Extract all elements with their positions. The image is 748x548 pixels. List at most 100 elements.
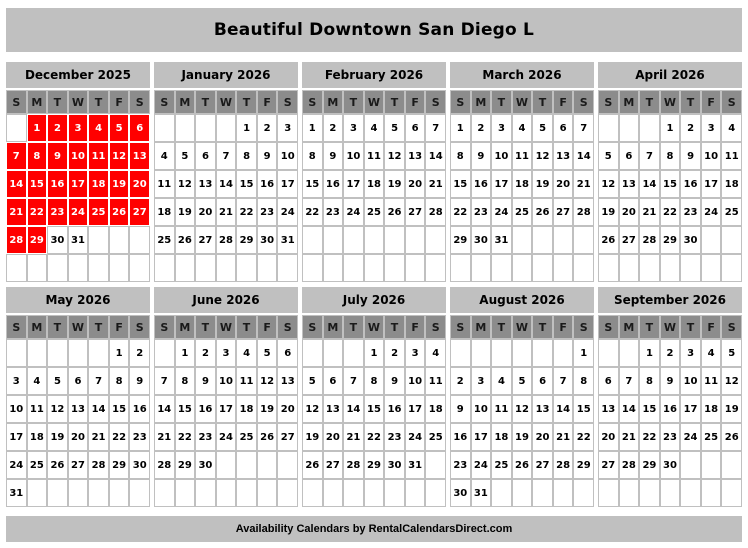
date-cell: 29 bbox=[174, 451, 196, 479]
date-cell: 23 bbox=[680, 198, 701, 226]
weekday-header-cell: W bbox=[659, 90, 681, 114]
empty-date-cell bbox=[618, 479, 640, 507]
date-cell: 25 bbox=[721, 198, 742, 226]
date-cell: 1 bbox=[302, 114, 323, 142]
empty-date-cell bbox=[721, 226, 742, 254]
empty-date-cell bbox=[573, 254, 594, 282]
booked-date-cell: 8 bbox=[26, 142, 48, 170]
date-cell: 29 bbox=[450, 226, 471, 254]
date-cell: 6 bbox=[404, 114, 426, 142]
date-cell: 14 bbox=[639, 170, 660, 198]
date-cell: 17 bbox=[491, 170, 512, 198]
weekday-header-cell: W bbox=[215, 315, 237, 339]
date-cell: 30 bbox=[384, 451, 405, 479]
empty-date-cell bbox=[680, 479, 701, 507]
date-cell: 12 bbox=[598, 170, 619, 198]
empty-date-cell bbox=[215, 451, 237, 479]
date-cell: 29 bbox=[108, 451, 130, 479]
date-cell: 18 bbox=[363, 170, 385, 198]
date-cell: 19 bbox=[302, 423, 323, 451]
date-cell: 17 bbox=[404, 395, 426, 423]
booked-date-cell: 27 bbox=[129, 198, 150, 226]
weekday-header-cell: S bbox=[129, 90, 150, 114]
date-cell: 11 bbox=[26, 395, 48, 423]
month-calendar: August 2026 S M T W T F S 1 2 3 4 5 6 7 8 9 10 11 12 13 14 15 1… bbox=[450, 287, 594, 507]
empty-date-cell bbox=[26, 479, 48, 507]
date-cell: 8 bbox=[363, 367, 385, 395]
date-cell: 10 bbox=[491, 142, 512, 170]
empty-date-cell bbox=[511, 226, 533, 254]
date-cell: 18 bbox=[26, 423, 48, 451]
date-cell: 25 bbox=[363, 198, 385, 226]
date-cell: 3 bbox=[404, 339, 426, 367]
empty-date-cell bbox=[425, 479, 446, 507]
weekday-header-cell: F bbox=[108, 90, 130, 114]
month-title: March 2026 bbox=[450, 62, 594, 88]
date-cell: 9 bbox=[256, 142, 278, 170]
month-title: April 2026 bbox=[598, 62, 742, 88]
empty-date-cell bbox=[639, 479, 660, 507]
weekday-header-cell: F bbox=[256, 90, 278, 114]
date-cell: 10 bbox=[343, 142, 364, 170]
date-cell: 17 bbox=[277, 170, 298, 198]
date-cell: 1 bbox=[363, 339, 385, 367]
empty-date-cell bbox=[129, 226, 150, 254]
date-cell: 3 bbox=[215, 339, 237, 367]
month-calendar: March 2026 S M T W T F S 1 2 3 4 5 6 7 8 9 10 11 12 13 14 15 16… bbox=[450, 62, 594, 282]
booked-date-cell: 6 bbox=[129, 114, 150, 142]
date-cell: 27 bbox=[552, 198, 574, 226]
empty-date-cell bbox=[425, 226, 446, 254]
date-cell: 19 bbox=[384, 170, 405, 198]
empty-date-cell bbox=[470, 339, 492, 367]
empty-date-cell bbox=[67, 479, 89, 507]
date-cell: 2 bbox=[256, 114, 278, 142]
empty-date-cell bbox=[215, 479, 237, 507]
empty-date-cell bbox=[532, 226, 553, 254]
weekday-header-cell: F bbox=[552, 90, 574, 114]
date-cell: 9 bbox=[195, 367, 216, 395]
date-cell: 19 bbox=[256, 395, 278, 423]
date-cell: 9 bbox=[450, 395, 471, 423]
date-cell: 29 bbox=[363, 451, 385, 479]
empty-date-cell bbox=[450, 339, 471, 367]
date-cell: 31 bbox=[6, 479, 27, 507]
date-cell: 16 bbox=[680, 170, 701, 198]
empty-date-cell bbox=[47, 339, 68, 367]
date-cell: 11 bbox=[700, 367, 722, 395]
booked-date-cell: 1 bbox=[26, 114, 48, 142]
date-cell: 8 bbox=[302, 142, 323, 170]
empty-date-cell bbox=[659, 479, 681, 507]
month-calendar: September 2026 S M T W T F S 1 2 3 4 5 6 7 8 9 10 11 12 13 14… bbox=[598, 287, 742, 507]
empty-date-cell bbox=[67, 339, 89, 367]
weekday-header-cell: F bbox=[404, 90, 426, 114]
weekday-header-cell: S bbox=[6, 315, 27, 339]
date-cell: 23 bbox=[195, 423, 216, 451]
date-cell: 28 bbox=[215, 226, 237, 254]
date-cell: 20 bbox=[322, 423, 344, 451]
date-cell: 20 bbox=[195, 198, 216, 226]
date-cell: 12 bbox=[47, 395, 68, 423]
date-cell: 17 bbox=[6, 423, 27, 451]
weekday-header-cell: F bbox=[108, 315, 130, 339]
month-day-grid: S M T W T F S 1 2 3 4 5 6 7 8 9 10 11 12 13 14 15 16 17 18 19 20 21… bbox=[6, 315, 150, 507]
empty-date-cell bbox=[404, 479, 426, 507]
booked-date-cell: 7 bbox=[6, 142, 27, 170]
empty-date-cell bbox=[700, 254, 722, 282]
date-cell: 14 bbox=[88, 395, 109, 423]
empty-date-cell bbox=[302, 479, 323, 507]
empty-date-cell bbox=[618, 254, 640, 282]
date-cell: 14 bbox=[425, 142, 446, 170]
weekday-header-cell: M bbox=[470, 315, 492, 339]
date-cell: 9 bbox=[384, 367, 405, 395]
empty-date-cell bbox=[721, 451, 742, 479]
empty-date-cell bbox=[639, 114, 660, 142]
date-cell: 3 bbox=[680, 339, 701, 367]
date-cell: 22 bbox=[659, 198, 681, 226]
weekday-header-cell: S bbox=[425, 90, 446, 114]
month-calendar: January 2026 S M T W T F S 1 2 3 4 5 6 7 8 9 10 11 12 13 14 15… bbox=[154, 62, 298, 282]
date-cell: 6 bbox=[598, 367, 619, 395]
date-cell: 5 bbox=[721, 339, 742, 367]
date-cell: 27 bbox=[598, 451, 619, 479]
date-cell: 9 bbox=[129, 367, 150, 395]
weekday-header-cell: S bbox=[721, 90, 742, 114]
